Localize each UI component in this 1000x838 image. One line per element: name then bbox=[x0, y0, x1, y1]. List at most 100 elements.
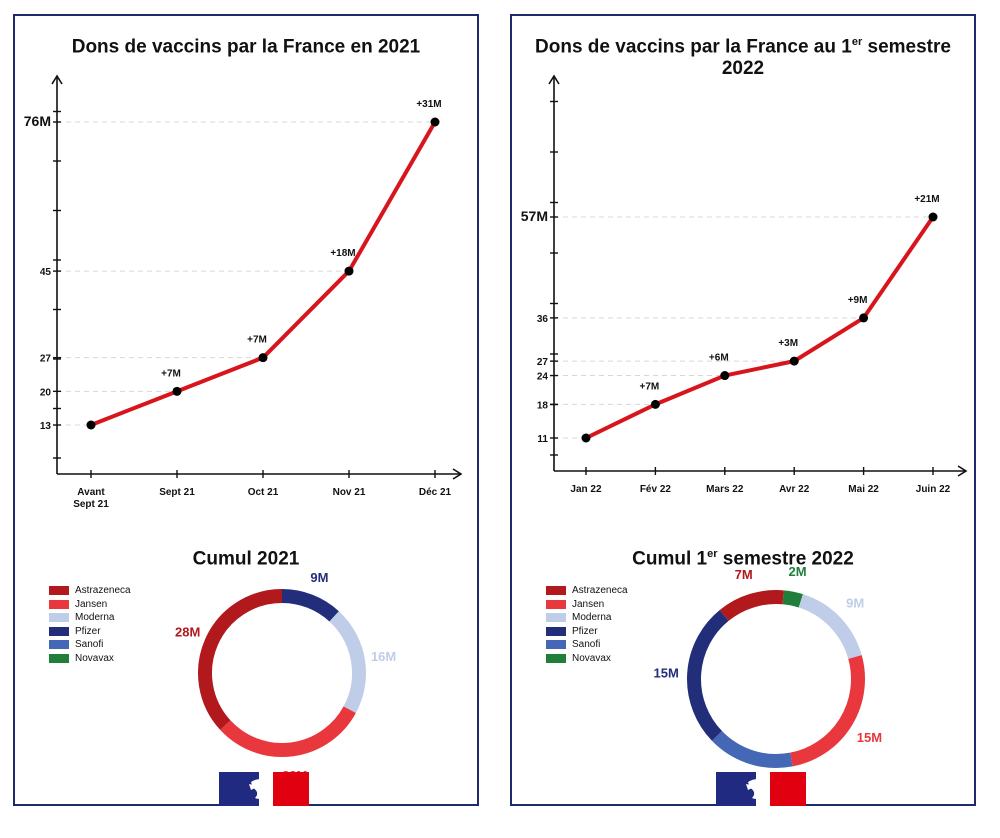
chart-title-text: Dons de vaccins par la France au 1 bbox=[535, 36, 852, 58]
y-axis-arrow bbox=[51, 74, 63, 85]
legend-swatch bbox=[49, 653, 69, 663]
data-label: +9M bbox=[848, 295, 868, 306]
legend-swatch bbox=[49, 599, 69, 609]
legend-item: Moderna bbox=[49, 611, 131, 625]
data-label: +7M bbox=[640, 381, 660, 392]
legend-item: Novavax bbox=[546, 652, 628, 666]
x-tick-label: Mai 22 bbox=[848, 484, 879, 495]
x-tick-label: Mars 22 bbox=[706, 484, 744, 495]
legend-item: Moderna bbox=[546, 611, 628, 625]
legend-item: Jansen bbox=[546, 598, 628, 612]
line-chart-2021: 13 20 27 45 76M Avant Sept 21 Sept 21 Oct 21 Nov … bbox=[24, 74, 463, 510]
y-tick-label: 24 bbox=[537, 372, 549, 383]
donut-slice bbox=[798, 594, 862, 660]
x-tick-label: Fév 22 bbox=[640, 484, 672, 495]
legend-label: Jansen bbox=[572, 598, 605, 610]
y-tick-label: 27 bbox=[40, 354, 52, 365]
legend-swatch bbox=[49, 586, 69, 596]
data-point bbox=[430, 117, 440, 127]
legend-label: Astrazeneca bbox=[572, 585, 628, 597]
donut-slice bbox=[789, 655, 865, 767]
x-tick-label: Oct 21 bbox=[248, 487, 279, 498]
donut-slice bbox=[711, 730, 793, 768]
x-tick-label: Avant Sept 21 bbox=[73, 487, 109, 510]
donut-slice bbox=[220, 706, 356, 757]
legend-item: Pfizer bbox=[546, 625, 628, 639]
data-point bbox=[258, 353, 268, 363]
legend-label: Moderna bbox=[572, 612, 612, 624]
data-label: +6M bbox=[709, 353, 729, 364]
y-tick-label: 45 bbox=[40, 267, 52, 278]
legend-label: Pfizer bbox=[572, 625, 598, 637]
legend-swatch bbox=[49, 613, 69, 623]
marianne-profile-icon bbox=[249, 779, 271, 799]
data-point bbox=[581, 433, 591, 443]
legend-swatch bbox=[546, 599, 566, 609]
legend-swatch bbox=[546, 653, 566, 663]
x-axis-arrow bbox=[452, 468, 463, 480]
legend: Astrazeneca Jansen Moderna Pfizer Sanofi Nova… bbox=[49, 584, 131, 665]
panel-2021: Dons de vaccins par la France en 2021 13… bbox=[13, 14, 479, 806]
y-tick-label: 13 bbox=[40, 421, 52, 432]
legend-item: Astrazeneca bbox=[49, 584, 131, 598]
slice-label: 7M bbox=[735, 567, 753, 582]
donut-slice bbox=[687, 610, 729, 741]
legend-label: Novavax bbox=[572, 652, 611, 664]
data-point bbox=[789, 356, 799, 366]
legend-swatch bbox=[49, 640, 69, 650]
legend-swatch bbox=[49, 626, 69, 636]
y-tick-label: 18 bbox=[537, 400, 549, 411]
slice-label: 15M bbox=[654, 665, 679, 680]
marianne-logo bbox=[716, 772, 806, 806]
y-tick-label: 11 bbox=[537, 434, 548, 445]
legend-label: Sanofi bbox=[75, 639, 104, 651]
data-label: +31M bbox=[416, 99, 441, 110]
data-point bbox=[86, 420, 96, 430]
donut-chart-2021: 9M16M23M28M bbox=[175, 570, 396, 783]
marianne-logo bbox=[219, 772, 309, 806]
legend-item: Sanofi bbox=[49, 638, 131, 652]
legend: Astrazeneca Jansen Moderna Pfizer Sanofi Nova… bbox=[546, 584, 628, 665]
y-axis-arrow bbox=[548, 74, 560, 85]
legend-label: Astrazeneca bbox=[75, 585, 131, 597]
legend-label: Moderna bbox=[75, 612, 115, 624]
marianne-profile-icon bbox=[746, 779, 768, 799]
donut-chart-2022: 2M9M15M9M15M7M bbox=[654, 564, 883, 792]
cumul-title-text: Cumul 2021 bbox=[192, 548, 300, 570]
legend-swatch bbox=[546, 640, 566, 650]
y-tick-label: 20 bbox=[40, 387, 52, 398]
data-label: +7M bbox=[247, 335, 267, 346]
legend-swatch bbox=[546, 586, 566, 596]
logo-red-band bbox=[273, 772, 309, 806]
data-point bbox=[928, 212, 938, 222]
slice-label: 2M bbox=[789, 564, 807, 579]
legend-label: Novavax bbox=[75, 652, 114, 664]
slice-label: 16M bbox=[371, 649, 396, 664]
x-tick-label: Jan 22 bbox=[570, 484, 602, 495]
data-point bbox=[344, 266, 354, 276]
data-label: +18M bbox=[330, 248, 355, 259]
series-line bbox=[585, 215, 935, 440]
x-tick-label: Nov 21 bbox=[333, 487, 366, 498]
x-tick-label: Sept 21 bbox=[159, 487, 195, 498]
y-tick-label: 27 bbox=[537, 357, 549, 368]
donut-slice bbox=[329, 611, 366, 713]
data-point bbox=[859, 313, 869, 323]
donut-slice bbox=[782, 590, 803, 608]
chart-title-sup: er bbox=[851, 36, 863, 48]
legend-item: Astrazeneca bbox=[546, 584, 628, 598]
x-tick-label: Déc 21 bbox=[419, 487, 452, 498]
x-tick-label: Avr 22 bbox=[779, 484, 810, 495]
cumul-title-sup: er bbox=[707, 548, 718, 560]
cumul-title: Cumul 2021 bbox=[15, 548, 477, 570]
donut-slice bbox=[198, 589, 283, 730]
chart-title-tail: semestre 2022 bbox=[721, 36, 951, 80]
cumul-title: Cumul 1er semestre 2022 bbox=[512, 548, 974, 570]
y-tick-label: 36 bbox=[537, 314, 549, 325]
cumul-title-text: Cumul 1 bbox=[632, 548, 708, 570]
legend-item: Novavax bbox=[49, 652, 131, 666]
x-tick-label: Juin 22 bbox=[916, 484, 951, 495]
chart-title: Dons de vaccins par la France au 1er sem… bbox=[512, 36, 974, 80]
donut-slice bbox=[281, 589, 339, 622]
slice-label: 15M bbox=[857, 730, 882, 745]
